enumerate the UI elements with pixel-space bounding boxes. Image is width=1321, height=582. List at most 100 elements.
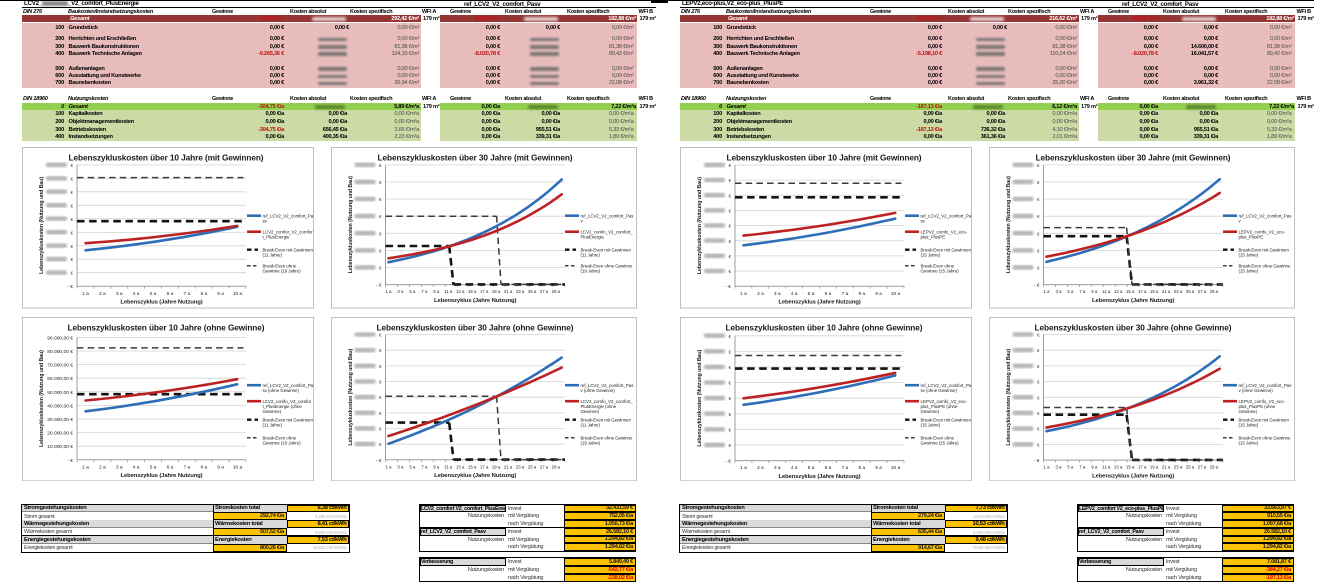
svg-text:10 a: 10 a bbox=[233, 464, 243, 470]
svg-text:€: € bbox=[728, 193, 731, 198]
svg-text:9 a: 9 a bbox=[433, 289, 440, 294]
svg-text:7 a: 7 a bbox=[842, 465, 849, 471]
svg-text:€: € bbox=[1037, 266, 1040, 271]
svg-text:€: € bbox=[1037, 442, 1040, 447]
svg-text:- €: - € bbox=[376, 458, 382, 464]
svg-text:10 a: 10 a bbox=[233, 291, 243, 297]
svg-text:Lebenszykluskosten (Nutzung un: Lebenszykluskosten (Nutzung und Bau) bbox=[1006, 349, 1012, 446]
svg-text:5 a: 5 a bbox=[1067, 465, 1074, 470]
svg-text:Break-Even ohne: Break-Even ohne bbox=[262, 436, 296, 441]
svg-text:20.000,00 €: 20.000,00 € bbox=[47, 431, 73, 437]
svg-text:5 a: 5 a bbox=[1067, 289, 1074, 294]
svg-text:7 a: 7 a bbox=[1079, 289, 1086, 294]
svg-text:7 a: 7 a bbox=[183, 464, 190, 470]
svg-text:Break-Even ohne Gewinne: Break-Even ohne Gewinne bbox=[1239, 264, 1291, 269]
svg-text:9 a: 9 a bbox=[1091, 289, 1098, 294]
svg-text:€: € bbox=[728, 334, 731, 339]
svg-text:17 a: 17 a bbox=[480, 289, 489, 294]
svg-text:Lebenszykluskosten über 30 Jah: Lebenszykluskosten über 30 Jahre (mit Ge… bbox=[1036, 153, 1231, 163]
svg-text:10 a: 10 a bbox=[891, 291, 901, 297]
svg-text:€: € bbox=[379, 231, 382, 236]
svg-text:€: € bbox=[728, 443, 731, 448]
svg-text:€: € bbox=[1037, 348, 1040, 353]
svg-text:€: € bbox=[379, 380, 382, 385]
svg-text:Gewinne): Gewinne) bbox=[1238, 409, 1257, 414]
svg-text:15 a: 15 a bbox=[468, 464, 477, 469]
svg-text:€: € bbox=[728, 224, 731, 229]
svg-text:v: v bbox=[581, 219, 584, 224]
svg-text:5 a: 5 a bbox=[150, 291, 157, 297]
svg-text:LCV2_comfor_V2_comfor: LCV2_comfor_V2_comfor bbox=[263, 230, 314, 235]
svg-text:Lebenszykluskosten über 10 Jah: Lebenszykluskosten über 10 Jahre (ohne G… bbox=[68, 322, 265, 332]
svg-text:Break-Even ohne Gewinne: Break-Even ohne Gewinne bbox=[580, 436, 632, 441]
svg-text:€: € bbox=[1037, 231, 1040, 236]
svg-text:€: € bbox=[728, 365, 731, 370]
svg-text:11 a: 11 a bbox=[444, 289, 453, 294]
svg-text:sv: sv bbox=[263, 219, 268, 224]
svg-text:ref_LCV2_V2_comfort_Pas: ref_LCV2_V2_comfort_Pas bbox=[1238, 383, 1292, 388]
svg-text:21 a: 21 a bbox=[504, 289, 513, 294]
svg-text:Gewinne (19 Jahre): Gewinne (19 Jahre) bbox=[263, 269, 302, 274]
svg-text:2 a: 2 a bbox=[99, 291, 106, 297]
svg-text:3 a: 3 a bbox=[397, 289, 404, 294]
svg-text:Gewinne (15 Jahre): Gewinne (15 Jahre) bbox=[920, 441, 959, 446]
svg-text:3 a: 3 a bbox=[1056, 465, 1063, 470]
svg-text:(15 Jahre): (15 Jahre) bbox=[1239, 269, 1259, 274]
svg-text:3 a: 3 a bbox=[116, 464, 123, 470]
svg-text:10.000,00 €: 10.000,00 € bbox=[47, 444, 73, 450]
svg-text:25 a: 25 a bbox=[1186, 289, 1195, 294]
svg-text:3 a: 3 a bbox=[774, 465, 781, 471]
svg-text:30.000,00 €: 30.000,00 € bbox=[47, 417, 73, 423]
svg-text:2 a: 2 a bbox=[757, 291, 764, 297]
svg-text:(15 Jahre): (15 Jahre) bbox=[1238, 441, 1258, 446]
svg-text:Lebenszykluskosten (Nutzung un: Lebenszykluskosten (Nutzung und Bau) bbox=[39, 350, 45, 447]
svg-text:3 a: 3 a bbox=[116, 291, 123, 297]
svg-text:v (ohne Gewinne): v (ohne Gewinne) bbox=[580, 388, 615, 393]
svg-text:8 a: 8 a bbox=[858, 465, 865, 471]
svg-text:2 a: 2 a bbox=[99, 464, 106, 470]
svg-text:- €: - € bbox=[67, 458, 73, 464]
svg-text:7 a: 7 a bbox=[421, 464, 428, 469]
svg-text:29 a: 29 a bbox=[1210, 465, 1219, 470]
svg-text:27 a: 27 a bbox=[540, 289, 549, 294]
svg-text:Break-Even ohne: Break-Even ohne bbox=[920, 436, 954, 441]
svg-text:€: € bbox=[70, 257, 73, 262]
svg-text:€: € bbox=[728, 381, 731, 386]
svg-text:€: € bbox=[728, 349, 731, 354]
svg-text:1 a: 1 a bbox=[386, 464, 393, 469]
svg-text:Lebenszyklus (Jahre Nutzung): Lebenszyklus (Jahre Nutzung) bbox=[120, 473, 202, 479]
svg-text:19 a: 19 a bbox=[1150, 465, 1159, 470]
svg-text:€: € bbox=[728, 254, 731, 259]
svg-text:5 a: 5 a bbox=[808, 291, 815, 297]
svg-text:1 a: 1 a bbox=[386, 289, 393, 294]
svg-text:€: € bbox=[379, 163, 382, 168]
svg-text:Lebenszykluskosten über 30 Jah: Lebenszykluskosten über 30 Jahre (ohne G… bbox=[1035, 322, 1232, 332]
svg-text:ref_LCV2_V2_comfort_Pas: ref_LCV2_V2_comfort_Pas bbox=[580, 383, 634, 388]
svg-text:ref_LCV2_V2_comfort_Pas: ref_LCV2_V2_comfort_Pas bbox=[581, 214, 635, 219]
svg-text:(19 Jahre): (19 Jahre) bbox=[580, 441, 600, 446]
svg-text:6 a: 6 a bbox=[167, 291, 174, 297]
svg-text:sv: sv bbox=[921, 219, 926, 224]
svg-text:21 a: 21 a bbox=[1162, 465, 1171, 470]
svg-text:Lebenszyklus (Jahre Nutzung): Lebenszyklus (Jahre Nutzung) bbox=[120, 300, 202, 306]
svg-text:13 a: 13 a bbox=[1114, 289, 1123, 294]
svg-text:80.000,00 €: 80.000,00 € bbox=[47, 349, 73, 355]
svg-text:€: € bbox=[70, 190, 73, 195]
svg-text:LCV2_comfo_V2_comfor: LCV2_comfo_V2_comfor bbox=[262, 399, 311, 404]
svg-text:29 a: 29 a bbox=[1210, 289, 1219, 294]
svg-text:€: € bbox=[728, 178, 731, 183]
svg-text:Gewinne (15 Jahre): Gewinne (15 Jahre) bbox=[921, 269, 960, 274]
svg-text:7 a: 7 a bbox=[842, 291, 849, 297]
svg-text:€: € bbox=[1037, 180, 1040, 185]
svg-text:1 a: 1 a bbox=[740, 465, 747, 471]
svg-text:Gewinne): Gewinne) bbox=[262, 409, 281, 414]
svg-text:Break-Even mit Gewinnen: Break-Even mit Gewinnen bbox=[920, 418, 971, 423]
svg-text:40.000,00 €: 40.000,00 € bbox=[47, 403, 73, 409]
svg-text:11 a: 11 a bbox=[444, 464, 453, 469]
svg-text:€: € bbox=[379, 197, 382, 202]
svg-text:27 a: 27 a bbox=[540, 464, 549, 469]
svg-text:(11 Jahre): (11 Jahre) bbox=[581, 253, 601, 258]
svg-text:9 a: 9 a bbox=[875, 291, 882, 297]
svg-text:6 a: 6 a bbox=[167, 464, 174, 470]
svg-text:LEPV2_comfo_V2_eco-: LEPV2_comfo_V2_eco- bbox=[1239, 230, 1286, 235]
